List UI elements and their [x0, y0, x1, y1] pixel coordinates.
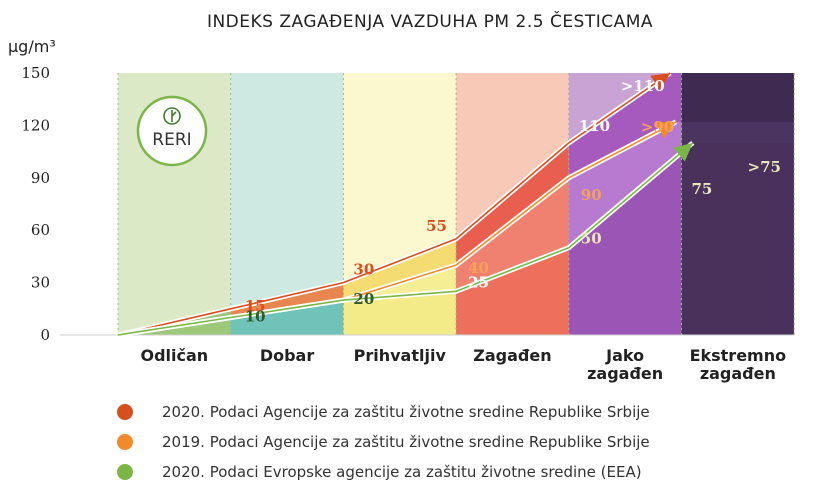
series-2-area-band-5 [681, 142, 794, 335]
y-tick-label: 90 [31, 169, 50, 187]
data-label: 25 [468, 273, 489, 291]
legend-marker [117, 404, 133, 420]
data-label: 90 [581, 186, 602, 204]
logo-circle [136, 95, 208, 167]
legend-label: 2020. Podaci Evropske agencije za zaštit… [162, 463, 642, 481]
logo-text: RERI [152, 130, 191, 150]
y-tick-label: 0 [40, 326, 50, 344]
category-label: Dobar [260, 346, 315, 365]
legend-label: 2019. Podaci Agencije za zaštitu životne… [162, 433, 650, 451]
data-label: 30 [353, 261, 374, 279]
y-tick-label: 150 [21, 64, 50, 82]
data-label: >75 [748, 158, 781, 176]
series-0-line [117, 72, 671, 336]
series-2-area-band-4 [568, 152, 682, 335]
category-label: Jako zagađen [587, 346, 663, 383]
data-label: 15 [245, 297, 266, 315]
chart-title: INDEKS ZAGAĐENJA VAZDUHA PM 2.5 ČESTICAM… [207, 10, 653, 32]
series-2-line [117, 142, 694, 336]
y-tick-label: 120 [21, 116, 50, 134]
legend-label: 2020. Podaci Agencije za zaštitu životne… [162, 403, 650, 421]
data-label: >90 [641, 118, 674, 136]
series-0-arrow [650, 73, 671, 91]
category-label: Odličan [140, 346, 208, 365]
series-2-area-band-3 [456, 247, 569, 335]
series-2-area-band-1 [230, 300, 344, 335]
data-label: 50 [581, 230, 602, 248]
y-tick-label: 30 [31, 274, 50, 292]
y-axis-ticks: 0 30 60 90 120 150 [21, 64, 50, 344]
band-dividers [60, 73, 795, 336]
y-tick-label: 60 [31, 221, 50, 239]
series-areas [118, 73, 794, 335]
series-2-area-band-2 [343, 291, 457, 335]
legend: 2020. Podaci Agencije za zaštitu životne… [117, 403, 650, 481]
legend-marker [117, 464, 133, 480]
category-label: Prihvatljiv [354, 346, 447, 365]
series-1-arrow [655, 121, 676, 139]
legend-marker [117, 434, 133, 450]
category-label: Zagađen [473, 346, 551, 365]
data-label: 75 [692, 180, 713, 198]
category-label: Ekstremno zagađen [690, 346, 787, 383]
y-axis-unit: μg/m³ [8, 37, 56, 56]
reri-logo: RERI [136, 95, 208, 167]
data-label: 40 [468, 259, 489, 277]
data-label: 55 [426, 217, 447, 235]
series-lines [117, 70, 695, 338]
data-label: 110 [579, 117, 610, 135]
data-labels: 15 30 55 110 >110 40 90 >90 10 20 25 50 75 >75 [245, 77, 781, 326]
data-label: 10 [245, 308, 266, 326]
leaf-icon [163, 107, 181, 125]
series-2-arrow [673, 142, 693, 162]
data-label: 20 [353, 290, 374, 308]
x-axis-categories: Odličan Dobar Prihvatljiv Zagađen Jako zagađe… [140, 346, 786, 383]
data-label: >110 [621, 77, 665, 95]
